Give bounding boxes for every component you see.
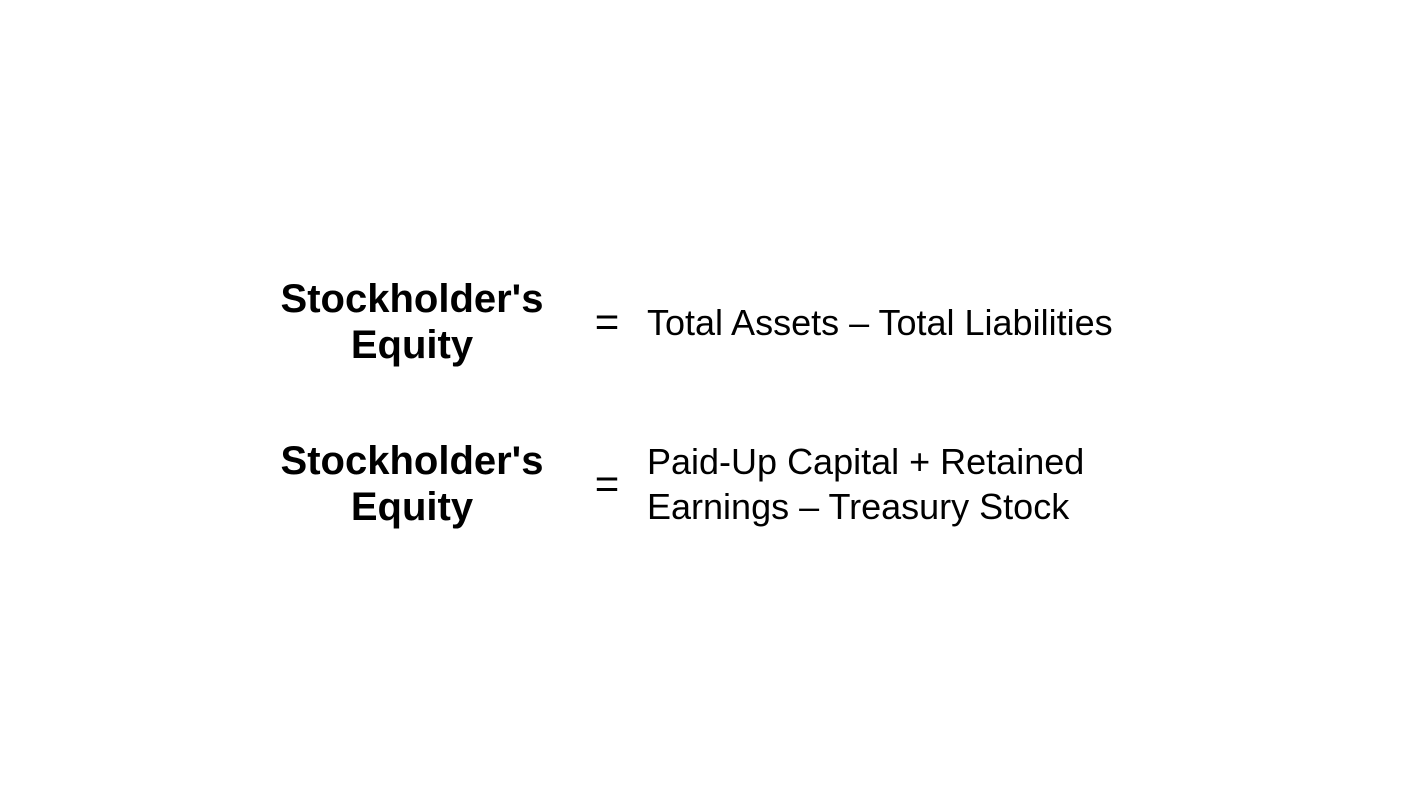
equation-row-1: Stockholder's Equity = Total Assets – To…: [257, 276, 1207, 368]
equals-sign-2: =: [587, 460, 627, 508]
equation-lhs-1: Stockholder's Equity: [257, 276, 567, 368]
lhs-text-line2: Equity: [351, 323, 473, 367]
equation-rhs-1: Total Assets – Total Liabilities: [647, 300, 1113, 345]
equations-container: Stockholder's Equity = Total Assets – To…: [257, 276, 1207, 530]
lhs-text-line1: Stockholder's: [281, 277, 544, 321]
equals-sign-1: =: [587, 298, 627, 346]
equation-rhs-2: Paid-Up Capital + Retained Earnings – Tr…: [647, 439, 1207, 529]
lhs-text-line1: Stockholder's: [281, 439, 544, 483]
equation-row-2: Stockholder's Equity = Paid-Up Capital +…: [257, 438, 1207, 530]
lhs-text-line2: Equity: [351, 485, 473, 529]
equation-lhs-2: Stockholder's Equity: [257, 438, 567, 530]
